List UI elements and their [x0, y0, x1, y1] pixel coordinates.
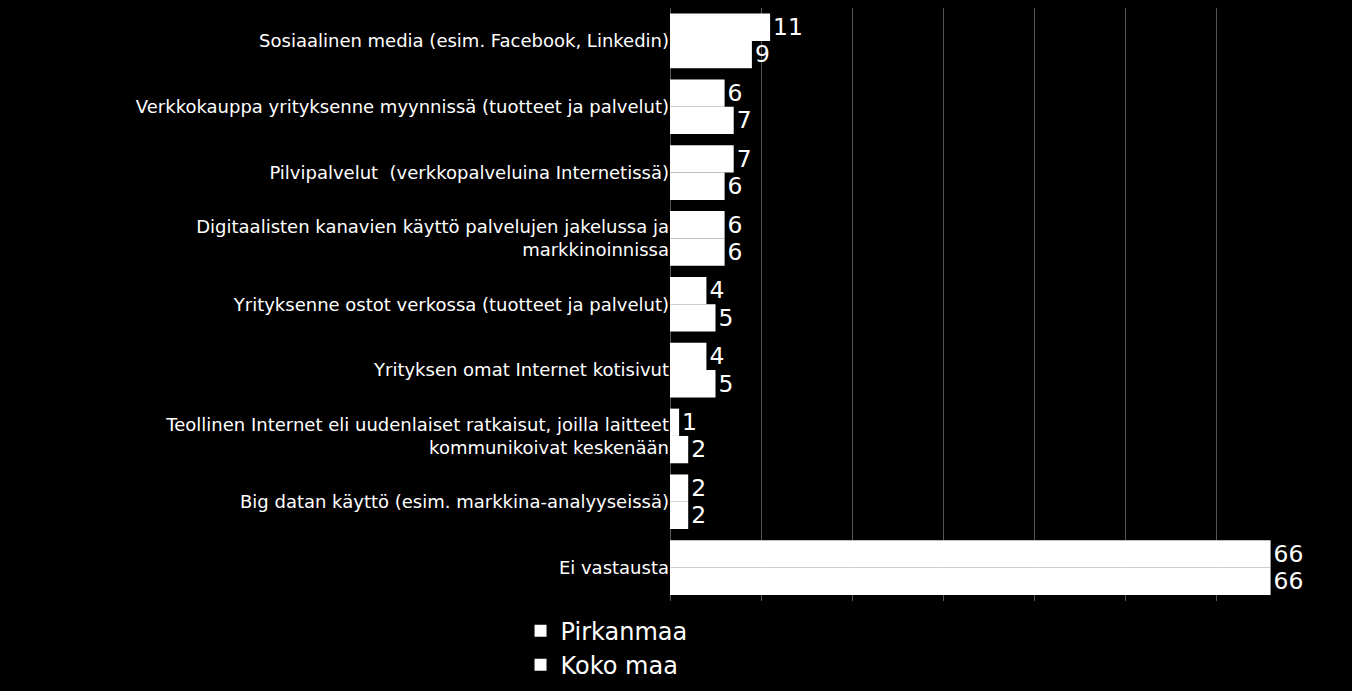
svg-text:7: 7 — [737, 106, 752, 134]
svg-text:66: 66 — [1274, 540, 1304, 568]
svg-text:7: 7 — [737, 145, 752, 173]
svg-text:66: 66 — [1274, 567, 1304, 595]
svg-text:5: 5 — [719, 370, 734, 398]
svg-text:Yrityksenne ostot verkossa (tu: Yrityksenne ostot verkossa (tuotteet ja … — [233, 294, 669, 315]
svg-text:Verkkokauppa yrityksenne myynn: Verkkokauppa yrityksenne myynnissä (tuot… — [136, 96, 669, 117]
svg-text:5: 5 — [719, 304, 734, 332]
svg-text:Digitaalisten kanavien käyttö: Digitaalisten kanavien käyttö palvelujen… — [196, 216, 669, 260]
svg-text:Big datan käyttö (esim. markki: Big datan käyttö (esim. markkina-analyys… — [240, 491, 669, 512]
svg-text:11: 11 — [773, 13, 803, 41]
svg-text:2: 2 — [691, 435, 706, 463]
svg-text:2: 2 — [691, 474, 706, 502]
svg-text:Pilvipalvelut (verkkopalvelui: Pilvipalvelut (verkkopalveluina Internet… — [269, 162, 669, 183]
svg-text:6: 6 — [728, 238, 743, 266]
svg-text:4: 4 — [709, 276, 724, 304]
svg-text:1: 1 — [682, 408, 697, 436]
svg-text:6: 6 — [728, 172, 743, 200]
svg-text:Ei vastausta: Ei vastausta — [559, 557, 669, 578]
svg-text:Yrityksen omat Internet kotisi: Yrityksen omat Internet kotisivut — [373, 359, 669, 380]
svg-text:2: 2 — [691, 501, 706, 529]
svg-text:4: 4 — [709, 342, 724, 370]
svg-text:6: 6 — [728, 211, 743, 239]
svg-text:9: 9 — [755, 40, 770, 68]
svg-text:6: 6 — [728, 79, 743, 107]
svg-text:Sosiaalinen media (esim. Faceb: Sosiaalinen media (esim. Facebook, Linke… — [259, 30, 669, 51]
svg-text:Koko maa: Koko maa — [561, 652, 678, 680]
svg-text:Pirkanmaa: Pirkanmaa — [561, 618, 688, 646]
svg-text:Teollinen Internet eli uudenla: Teollinen Internet eli uudenlaiset ratka… — [165, 414, 669, 458]
